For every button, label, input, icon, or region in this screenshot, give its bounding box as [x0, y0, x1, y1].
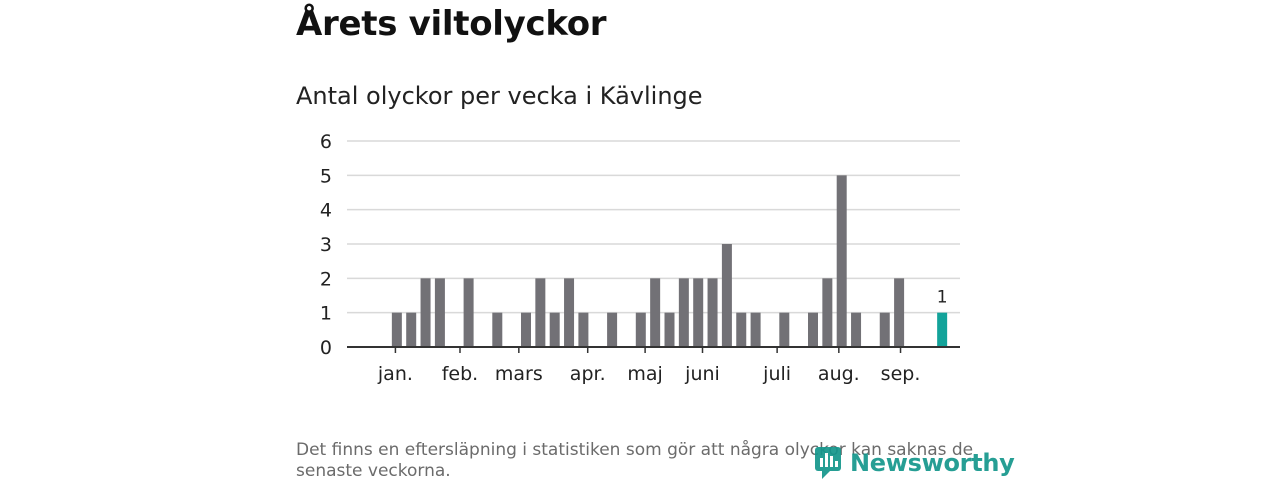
bar	[463, 278, 474, 347]
bar	[693, 278, 704, 347]
bar	[635, 312, 646, 347]
bar	[391, 312, 402, 347]
bar	[578, 312, 589, 347]
y-tick-label: 2	[320, 268, 332, 290]
chart-data-labels: 1	[937, 288, 948, 308]
x-tick-label: sep.	[881, 363, 921, 385]
y-tick-label: 6	[320, 131, 332, 153]
bar	[736, 312, 747, 347]
bar	[894, 278, 905, 347]
bar	[851, 312, 862, 347]
bar	[434, 278, 445, 347]
y-tick-label: 0	[320, 337, 332, 359]
y-axis-ticks: 0 1 2 3 4 5 6	[320, 131, 332, 359]
chart-bars	[391, 175, 948, 347]
y-tick-label: 3	[320, 234, 332, 256]
y-tick-label: 5	[320, 165, 332, 187]
bar	[707, 278, 718, 347]
bar	[564, 278, 575, 347]
x-tick-label: mars	[495, 363, 543, 385]
bar	[750, 312, 761, 347]
bar	[420, 278, 431, 347]
bar	[650, 278, 661, 347]
bar	[808, 312, 818, 347]
x-tick-label: aug.	[818, 363, 860, 385]
bar	[521, 312, 531, 347]
bar-highlight	[937, 312, 948, 347]
x-tick-label: juni	[684, 363, 720, 385]
x-tick-label: jan.	[377, 363, 413, 385]
x-tick-label: apr.	[570, 363, 606, 385]
bar	[836, 175, 847, 347]
x-tick-label: feb.	[442, 363, 478, 385]
y-tick-label: 4	[320, 200, 332, 222]
weekly-accidents-bar-chart: 0 1 2 3 4 5 6 jan. feb. mars apr. maj juni juli aug. s…	[320, 131, 960, 385]
bar	[879, 312, 890, 347]
x-tick-label: juli	[762, 363, 791, 385]
bar	[607, 312, 618, 347]
newsworthy-logo-icon	[815, 447, 841, 479]
x-axis-ticks: jan. feb. mars apr. maj juni juli aug. sep.	[377, 347, 920, 385]
bar	[535, 278, 546, 347]
bar	[822, 278, 833, 347]
bar	[678, 278, 689, 347]
footnote: Det finns en eftersläpning i statistiken…	[296, 440, 974, 481]
brand-logo: Newsworthy	[814, 446, 1015, 480]
x-tick-label: maj	[627, 363, 662, 385]
page-title: Årets viltolyckor	[296, 4, 607, 44]
data-label-latest-week: 1	[937, 288, 948, 308]
bar	[664, 312, 675, 347]
brand-name: Newsworthy	[850, 449, 1015, 477]
bar	[779, 312, 790, 347]
bar	[549, 312, 560, 347]
bar	[721, 244, 732, 347]
y-tick-label: 1	[320, 303, 332, 325]
chart-title: Antal olyckor per vecka i Kävlinge	[296, 82, 703, 110]
bar	[492, 312, 503, 347]
bar	[406, 312, 417, 347]
